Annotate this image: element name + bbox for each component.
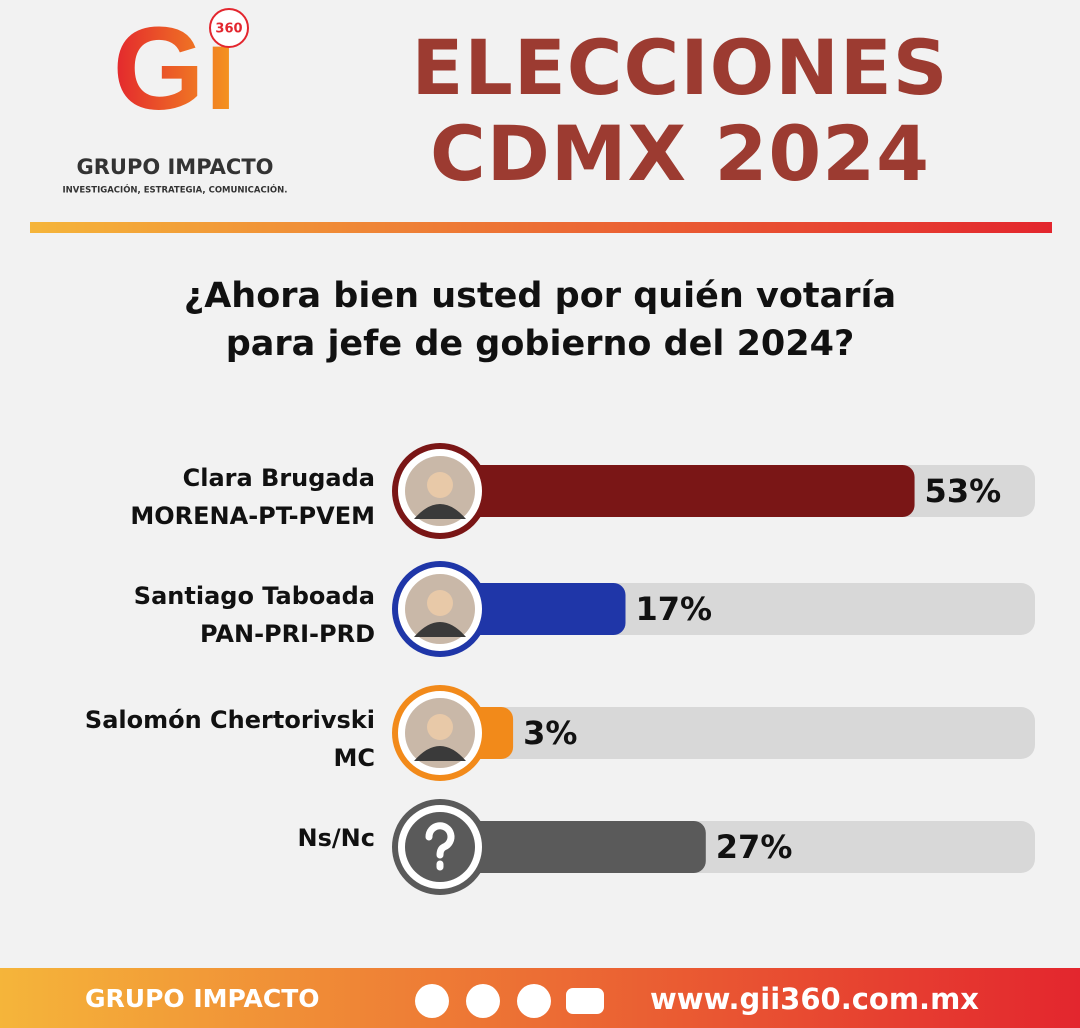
avatar-head <box>427 472 453 498</box>
coalition-label: MORENA-PT-PVEM <box>130 502 375 530</box>
value-label: 27% <box>716 828 793 866</box>
unknown-icon <box>425 822 455 871</box>
title: ELECCIONES CDMX 2024 <box>411 23 949 198</box>
question: ¿Ahora bien usted por quién votaría para… <box>183 276 897 364</box>
bar <box>440 821 706 873</box>
facebook-icon[interactable] <box>466 984 500 1018</box>
avatar-head <box>427 590 453 616</box>
bar-track <box>440 707 1035 759</box>
youtube-icon[interactable] <box>566 988 604 1014</box>
category-label: Clara Brugada <box>183 464 375 492</box>
instagram-icon[interactable] <box>517 984 551 1018</box>
category-label: Salomón Chertorivski <box>85 706 375 734</box>
value-label: 53% <box>925 472 1002 510</box>
brand: GRUPO IMPACTO <box>76 155 273 179</box>
avatar-head <box>427 714 453 740</box>
footer-brand: GRUPO IMPACTO <box>85 984 320 1013</box>
coalition-label: MC <box>334 744 376 772</box>
category-label: Ns/Nc <box>298 824 375 852</box>
category-label: Santiago Taboada <box>134 582 375 610</box>
avatar-body <box>414 504 466 519</box>
tagline: INVESTIGACIÓN, ESTRATEGIA, COMUNICACIÓN. <box>63 184 288 196</box>
value-label: 17% <box>636 590 713 628</box>
social-icons <box>415 984 604 1018</box>
avatar-body <box>414 622 466 637</box>
logo-badge-bg <box>209 8 249 48</box>
value-label: 3% <box>523 714 577 752</box>
logo-badge: 360 <box>215 22 242 37</box>
bar <box>440 465 915 517</box>
twitter-icon[interactable] <box>415 984 449 1018</box>
bar <box>440 583 626 635</box>
avatar-body <box>414 746 466 761</box>
coalition-label: PAN-PRI-PRD <box>200 620 375 648</box>
divider <box>30 222 1052 233</box>
footer-url[interactable]: www.gii360.com.mx <box>650 982 979 1016</box>
